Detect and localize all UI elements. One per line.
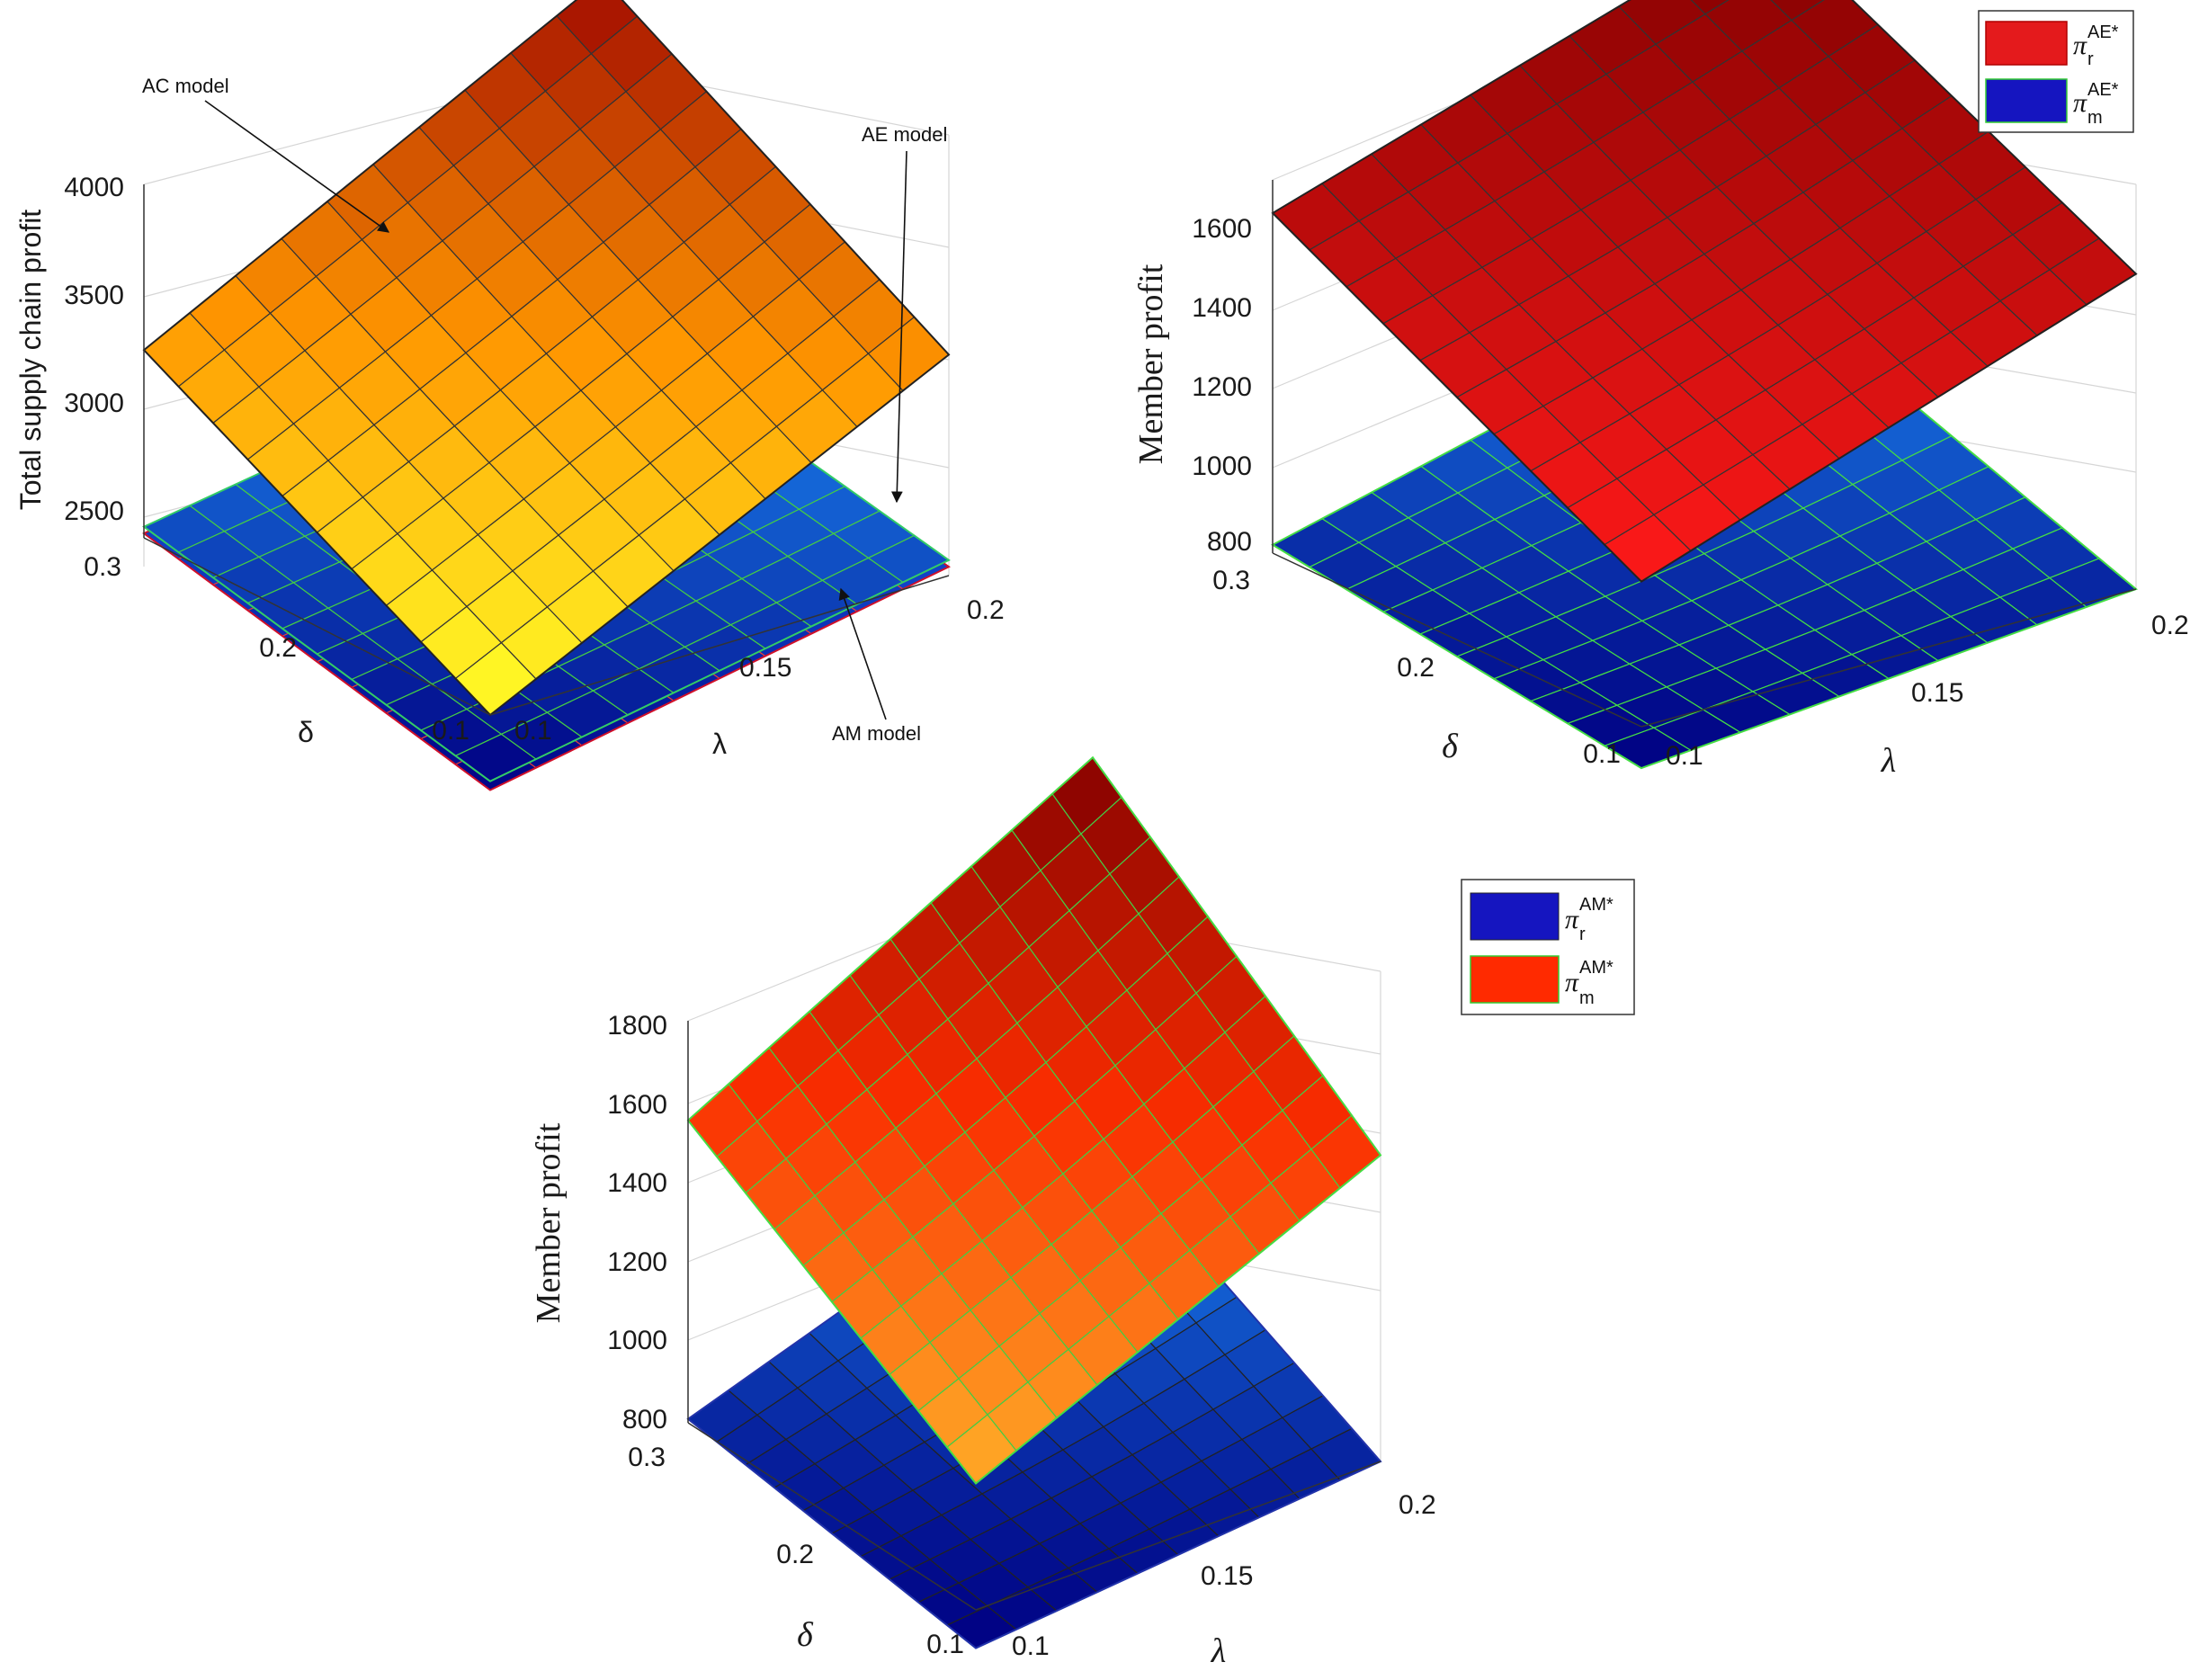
p2-x-tick: 0.15 [1911,678,1963,708]
p3-x-tick: 0.2 [1399,1490,1436,1520]
p3-axis-lines [687,1021,1381,1611]
p3-z-label: Member profit [530,1122,568,1323]
p1-annotation-ac: AC model [142,75,229,97]
p3-z-tick: 1400 [607,1168,667,1198]
p1-arrow-am [838,587,887,720]
p3-x-label: λ [1211,1632,1226,1670]
p2-z-label: Member profit [1132,264,1170,464]
p1-x-tick: 0.1 [514,716,552,746]
p3-legend-sup: AM* [1579,895,1614,915]
surface-outline [686,755,1382,1485]
p1-y-tick: 0.3 [84,552,121,582]
p2-z-tick: 1000 [1192,451,1252,481]
surface-outline [142,0,951,717]
p3-z-tick: 1600 [607,1090,667,1120]
p1-axis-lines [143,184,950,716]
p3-y-tick: 0.3 [628,1443,666,1472]
p3-legend-label: π [1565,905,1579,934]
p3-z-tick: 800 [622,1405,667,1434]
p3-z-tick: 1800 [607,1011,667,1041]
p1-y-tick: 0.2 [259,633,297,663]
p1-annotation-ae: AE model [862,123,947,146]
p1-x-label: λ [712,728,727,760]
p3-x-tick: 0.15 [1201,1561,1253,1591]
p3-legend-swatch [1470,892,1560,941]
p2-y-label: δ [1442,728,1459,765]
p2-legend-swatch [1985,78,2068,123]
surface-ac-model [142,0,951,717]
p1-x-tick: 0.2 [967,595,1005,625]
p2-legend-label: π [2073,88,2087,118]
p1-arrow-ac [204,100,390,233]
p3-legend-label: π [1565,968,1579,997]
p2-legend-swatch [1985,21,2068,66]
p1-x-tick: 0.15 [739,653,791,683]
p3-legend-sup: AM* [1579,958,1614,978]
p2-z-tick: 1600 [1192,214,1252,244]
p2-legend: π AE* r π AE* m [1978,10,2134,133]
p3-legend-sub: m [1579,988,1595,1008]
p1-z-tick: 3000 [64,389,124,418]
p3-x-tick: 0.1 [1012,1631,1050,1661]
surface-cell [1690,0,1730,15]
surface-pi-m-am [686,755,1382,1485]
p1-z-label: Total supply chain profit [14,210,47,511]
p2-y-tick: 0.3 [1212,566,1250,595]
p1-z-tick: 2500 [64,496,124,526]
p3-z-tick: 1200 [607,1247,667,1277]
chart-member-profit-am: 800 1000 1200 1400 1600 1800 0.3 0.2 0.1… [530,755,1635,1670]
surface-cell [1770,0,1825,22]
p1-y-label: δ [298,716,314,748]
p2-x-label: λ [1881,742,1896,780]
p2-z-tick: 1200 [1192,372,1252,402]
p3-legend-swatch [1470,955,1560,1004]
p2-legend-sup: AE* [2087,22,2119,42]
p2-legend-sub: r [2087,49,2094,69]
p3-y-tick: 0.2 [776,1540,814,1569]
p3-legend-sub: r [1579,925,1586,944]
p2-y-tick: 0.2 [1397,653,1435,683]
chart-total-supply-chain-profit: 2500 3000 3500 4000 0.3 0.2 0.1 0.1 0.15… [14,0,1005,791]
p2-y-tick: 0.1 [1583,739,1621,769]
p1-annotation-am: AM model [832,722,921,745]
p3-z-tick: 1000 [607,1326,667,1355]
p3-legend: π AM* r π AM* m [1461,879,1635,1015]
surface-pi-r-ae [1271,0,2138,583]
p2-x-tick: 0.2 [2151,611,2189,640]
p2-x-tick: 0.1 [1666,741,1703,771]
p1-y-tick: 0.1 [432,716,469,746]
surface-outline [1271,0,2138,583]
p2-z-tick: 1400 [1192,293,1252,323]
p2-z-tick: 800 [1207,527,1252,557]
p3-y-tick: 0.1 [926,1630,964,1659]
p2-axis-lines [1272,180,2137,728]
p1-z-tick: 4000 [64,173,124,202]
chart-member-profit-ae: 800 1000 1200 1400 1600 0.3 0.2 0.1 0.1 … [1132,0,2189,780]
p2-legend-sub: m [2087,108,2103,128]
p1-arrow-ae [890,150,907,504]
p1-z-tick: 3500 [64,281,124,310]
p2-legend-sup: AE* [2087,80,2119,100]
p3-y-label: δ [797,1616,814,1654]
p2-legend-label: π [2073,31,2087,60]
